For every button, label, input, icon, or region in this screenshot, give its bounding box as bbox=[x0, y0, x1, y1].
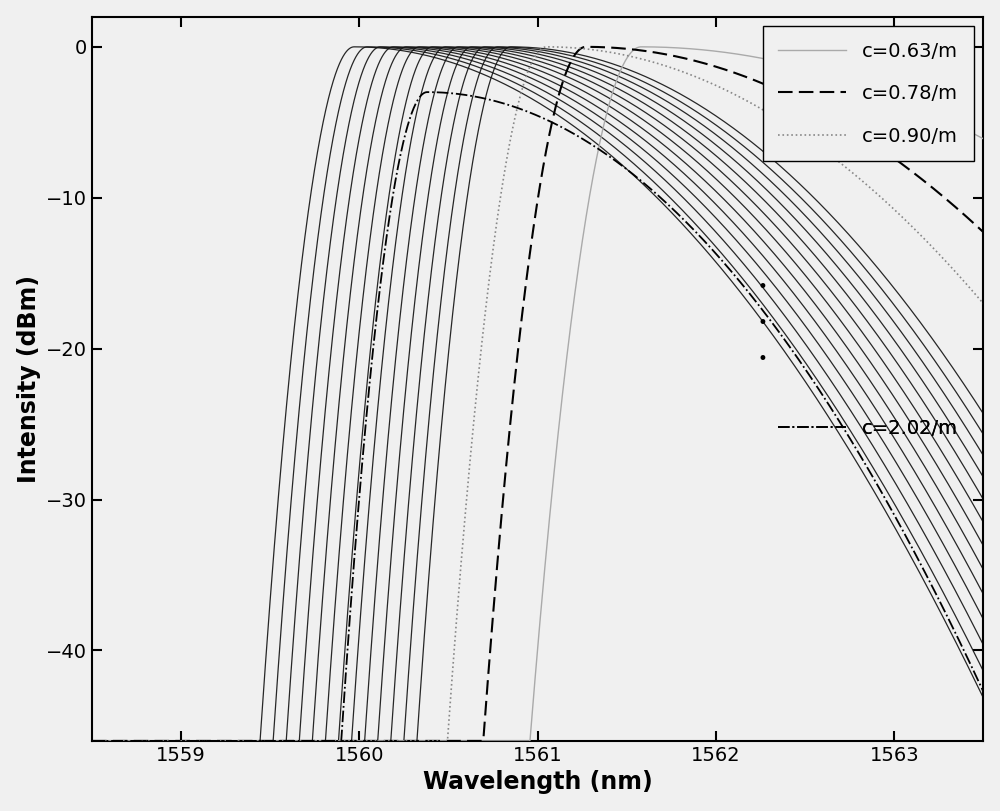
c=0.90/m bbox=[416, 736, 428, 746]
c=0.90/m bbox=[683, 69, 695, 79]
Y-axis label: Intensity (dBm): Intensity (dBm) bbox=[17, 275, 41, 483]
c=0.90/m bbox=[0, 736, 9, 746]
c=2.02/m bbox=[0, 736, 9, 746]
c=0.78/m bbox=[416, 736, 428, 746]
c=0.63/m bbox=[856, 80, 868, 90]
Line: c=0.63/m: c=0.63/m bbox=[3, 47, 1000, 741]
c=0.78/m bbox=[0, 736, 9, 746]
c=2.02/m bbox=[55, 736, 67, 746]
Line: c=0.78/m: c=0.78/m bbox=[3, 47, 1000, 741]
c=0.78/m bbox=[683, 54, 695, 64]
c=0.90/m bbox=[733, 92, 745, 101]
c=0.63/m bbox=[0, 736, 9, 746]
X-axis label: Wavelength (nm): Wavelength (nm) bbox=[423, 770, 653, 794]
Text: •: • bbox=[757, 350, 767, 368]
c=0.63/m bbox=[918, 105, 930, 114]
c=0.78/m bbox=[580, 42, 592, 52]
Line: c=0.90/m: c=0.90/m bbox=[3, 47, 1000, 741]
c=2.02/m bbox=[733, 276, 745, 285]
c=0.78/m bbox=[55, 736, 67, 746]
c=0.63/m bbox=[635, 42, 647, 52]
c=0.63/m bbox=[416, 736, 428, 746]
c=0.63/m bbox=[55, 736, 67, 746]
Text: •: • bbox=[757, 314, 767, 332]
c=2.02/m bbox=[856, 454, 868, 464]
Legend: c=2.02/m: c=2.02/m bbox=[763, 403, 974, 453]
c=2.02/m bbox=[683, 220, 695, 230]
c=2.02/m bbox=[421, 88, 433, 97]
c=0.78/m bbox=[856, 131, 868, 141]
c=0.90/m bbox=[541, 42, 553, 52]
c=0.78/m bbox=[918, 176, 930, 186]
c=2.02/m bbox=[416, 89, 428, 99]
c=2.02/m bbox=[918, 565, 930, 575]
c=0.90/m bbox=[856, 176, 868, 186]
Line: c=2.02/m: c=2.02/m bbox=[3, 92, 1000, 741]
c=0.90/m bbox=[918, 234, 930, 243]
c=0.78/m bbox=[733, 70, 745, 79]
c=0.63/m bbox=[733, 49, 745, 59]
c=0.63/m bbox=[683, 44, 695, 54]
c=0.90/m bbox=[55, 736, 67, 746]
Text: •: • bbox=[757, 278, 767, 296]
